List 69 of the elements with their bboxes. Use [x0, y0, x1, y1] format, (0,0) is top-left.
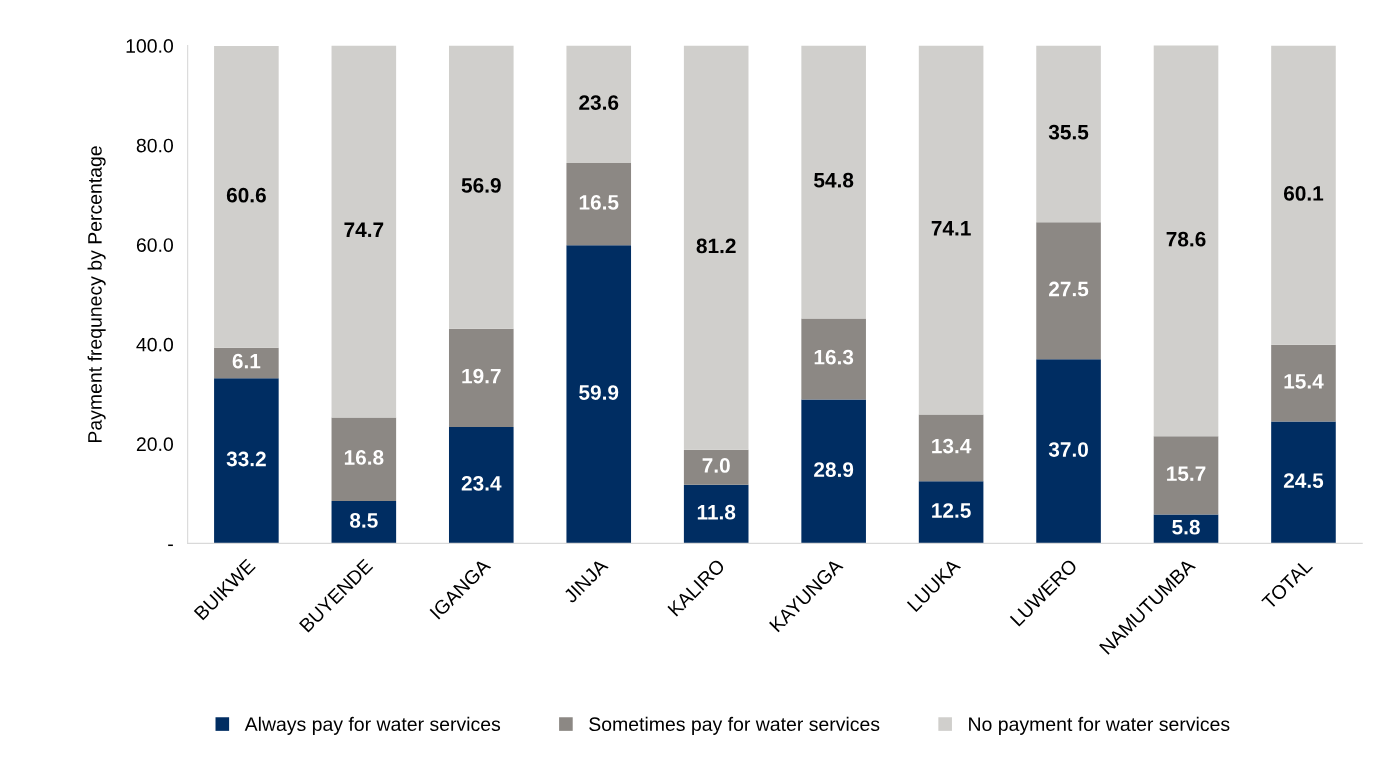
bar — [331, 417, 397, 502]
bar — [683, 449, 749, 485]
data-label: 35.5 — [1048, 124, 1089, 140]
legend-label: No payment for water services — [969, 716, 1230, 735]
y-tick-label: - — [168, 544, 173, 547]
y-tick-label: 100.0 — [126, 39, 174, 53]
data-label: 16.3 — [814, 349, 854, 365]
bar — [331, 501, 397, 544]
data-label: 60.1 — [1283, 186, 1324, 201]
bar — [1036, 359, 1101, 544]
data-label: 15.7 — [1167, 466, 1206, 482]
bar — [566, 245, 632, 544]
bar — [801, 399, 866, 544]
data-label: 6.1 — [232, 353, 261, 369]
bar — [214, 46, 279, 348]
bar — [918, 45, 984, 415]
data-label: 24.5 — [1283, 473, 1324, 489]
bar — [918, 481, 984, 544]
bar — [331, 45, 397, 418]
data-label: 78.6 — [1166, 231, 1206, 247]
bar — [801, 45, 866, 319]
bar — [448, 426, 514, 544]
bar — [214, 347, 279, 379]
data-label: 74.7 — [344, 222, 384, 237]
data-label: 37.0 — [1048, 442, 1088, 457]
data-label: 13.4 — [932, 438, 972, 454]
bar — [448, 328, 514, 427]
data-label: 15.4 — [1284, 374, 1324, 389]
y-tick-label: 40.0 — [136, 337, 173, 352]
data-label: 27.5 — [1049, 281, 1089, 297]
data-label: 54.8 — [814, 172, 854, 188]
data-label: 7.0 — [702, 458, 730, 473]
data-label: 12.5 — [932, 503, 971, 518]
bar — [1271, 45, 1336, 345]
data-label: 11.8 — [697, 504, 736, 520]
data-label: 60.6 — [226, 187, 266, 203]
bar — [1036, 45, 1101, 223]
y-tick-label: 60.0 — [136, 238, 173, 252]
bar — [683, 484, 749, 544]
data-label: 28.9 — [814, 462, 854, 478]
legend-label: Always pay for water services — [244, 716, 501, 735]
bar — [1153, 436, 1219, 515]
data-label: 74.1 — [931, 221, 971, 236]
bar — [1036, 222, 1101, 360]
y-tick-label: 80.0 — [136, 138, 173, 153]
data-label: 23.6 — [579, 95, 619, 110]
bar — [214, 378, 279, 544]
bar — [1153, 45, 1219, 437]
bar — [801, 318, 866, 400]
data-label: 5.8 — [1172, 519, 1200, 535]
bar — [1271, 344, 1336, 422]
bar — [683, 45, 749, 450]
data-label: 16.5 — [579, 194, 619, 210]
y-axis-title: Payment frequnecy by Percentage — [87, 146, 106, 443]
data-label: 81.2 — [696, 238, 736, 254]
data-label: 16.8 — [344, 450, 384, 465]
data-label: 19.7 — [462, 368, 501, 384]
bar — [448, 45, 514, 329]
data-label: 33.2 — [226, 451, 266, 467]
bar — [566, 45, 632, 164]
data-label: 8.5 — [350, 513, 378, 528]
bar — [566, 163, 632, 246]
legend-label: Sometimes pay for water services — [589, 716, 880, 735]
y-tick-label: 20.0 — [136, 437, 173, 452]
bar — [1271, 421, 1336, 544]
data-label: 59.9 — [579, 385, 619, 400]
data-label: 56.9 — [461, 178, 501, 193]
data-label: 23.4 — [461, 476, 502, 491]
bar — [918, 414, 984, 482]
